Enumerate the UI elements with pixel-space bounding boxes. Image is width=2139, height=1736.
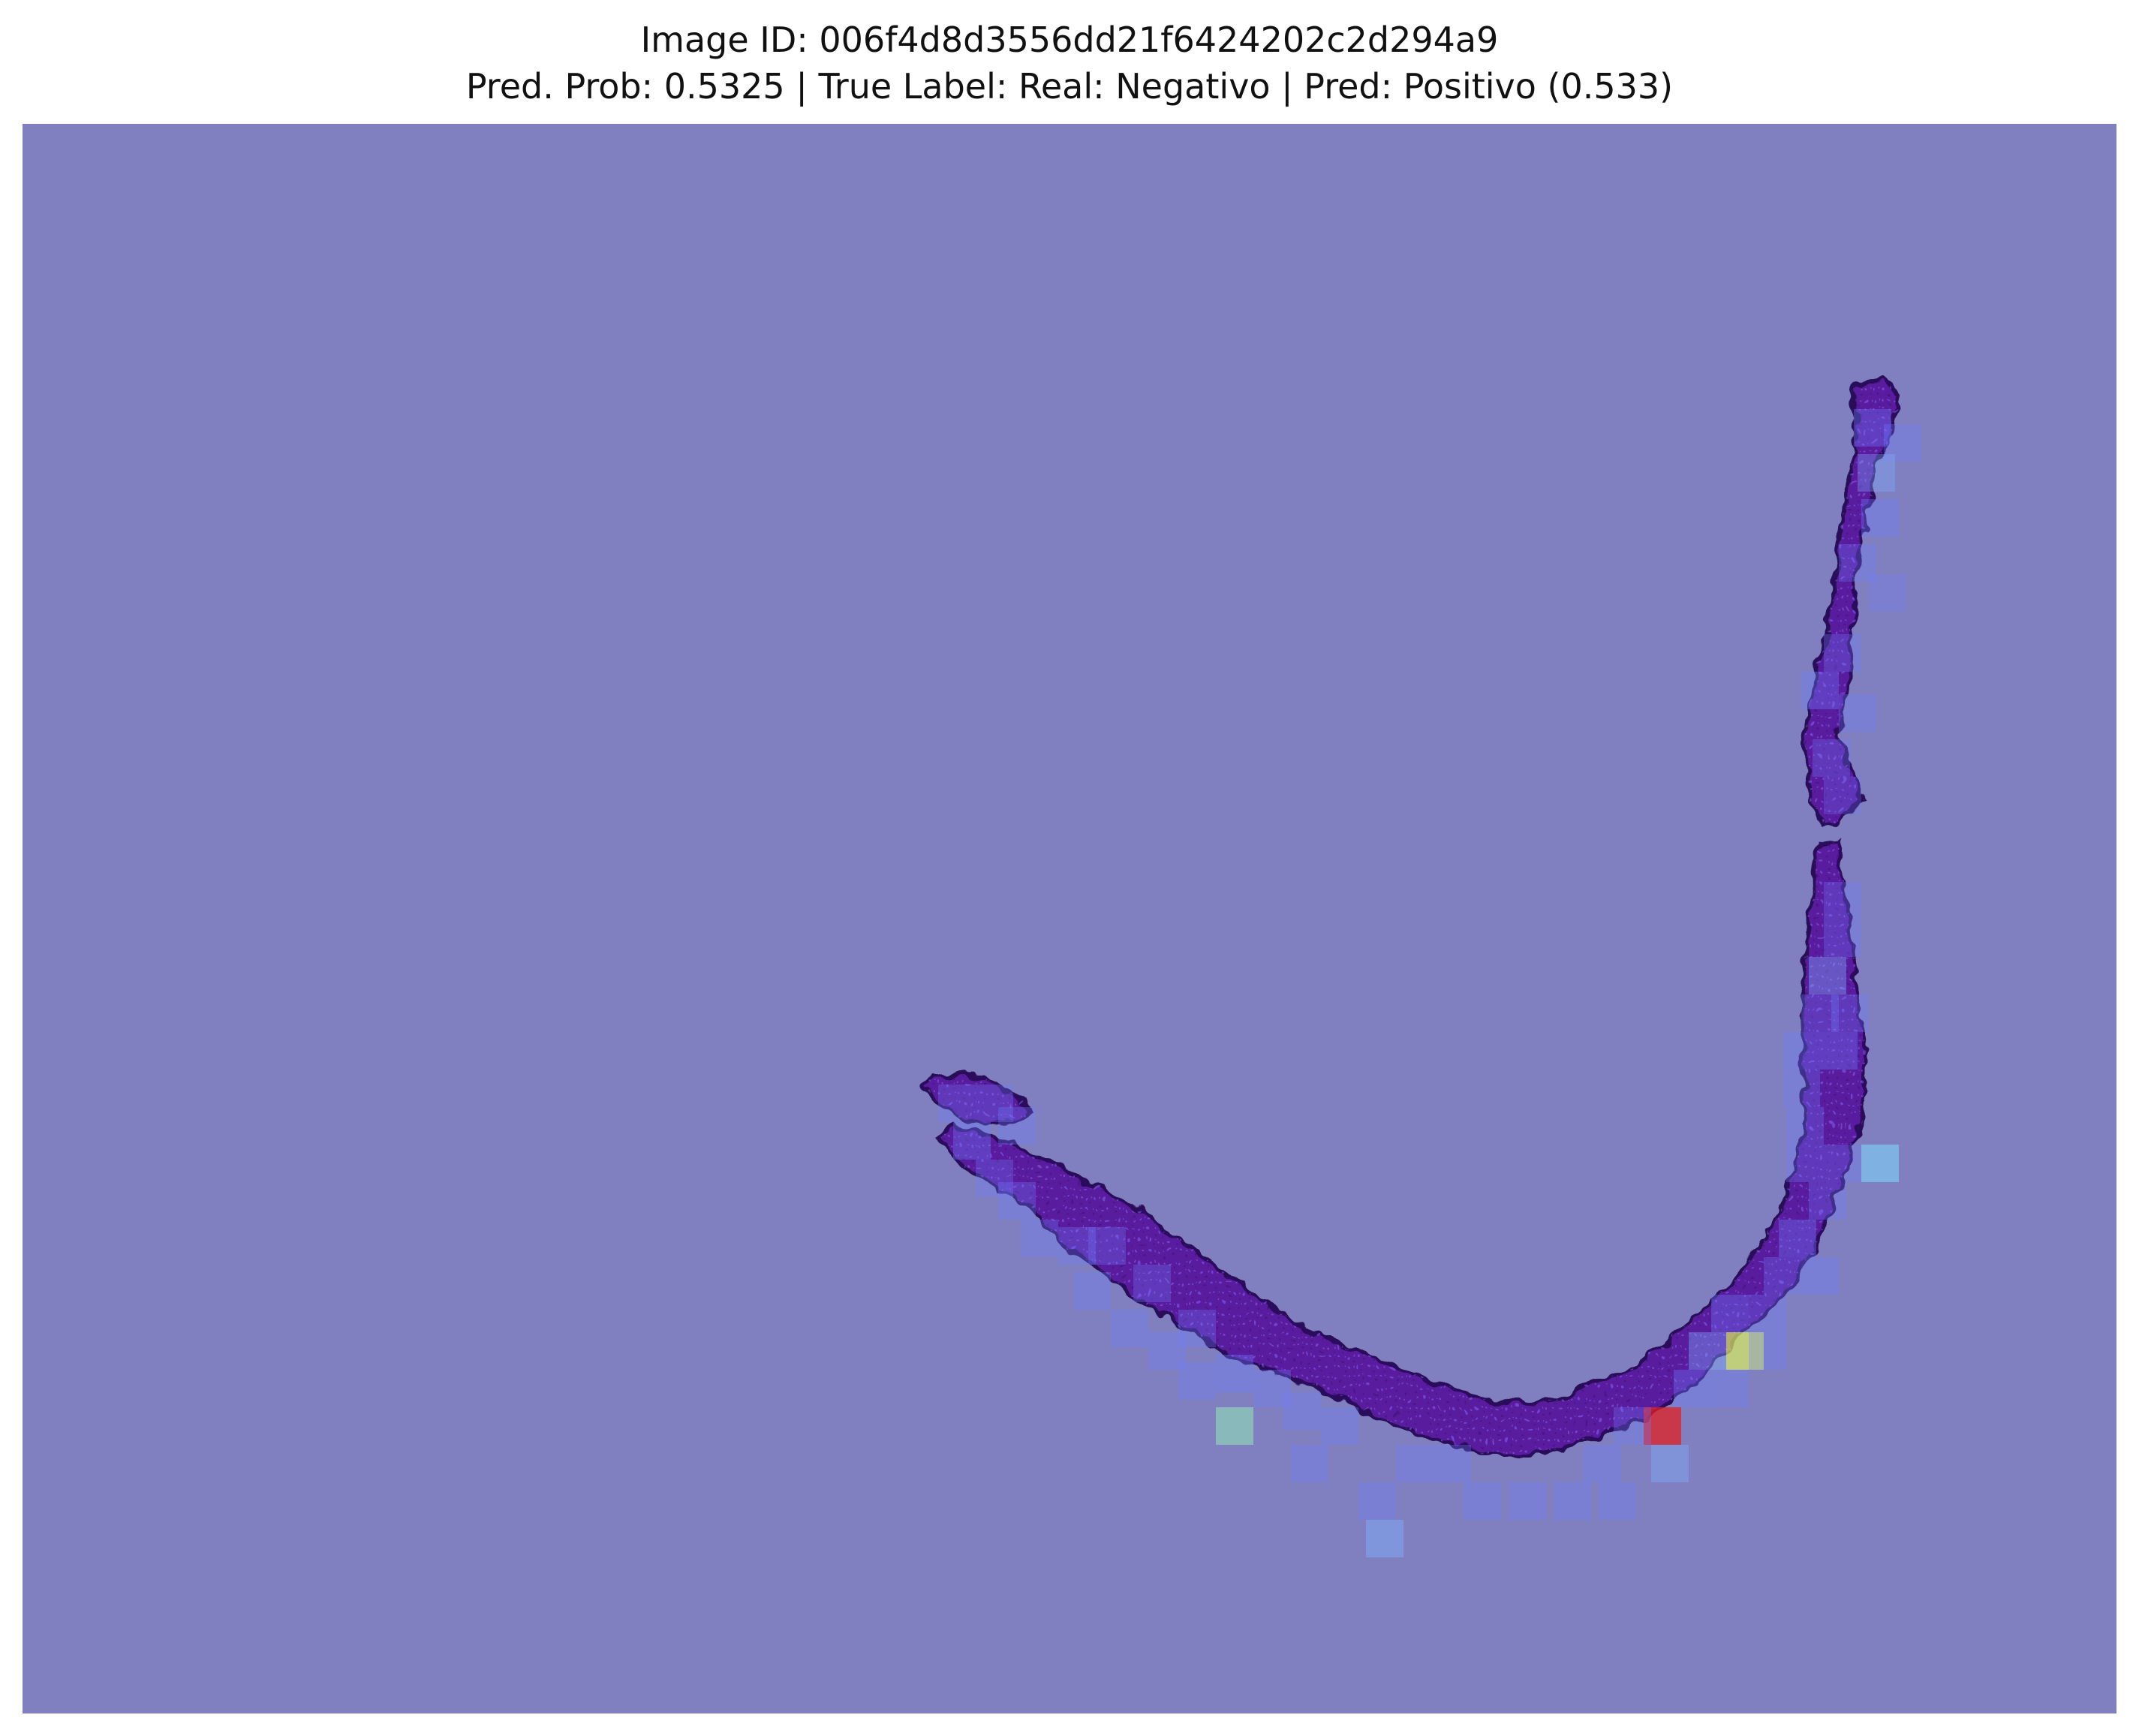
attention-patch-low: [1854, 409, 1891, 447]
attention-patch-low: [1216, 1355, 1253, 1392]
heatmap-overlay-svg: [23, 124, 2116, 1713]
attention-patch-low: [998, 1182, 1036, 1220]
attention-patch-light-blue: [1809, 957, 1846, 994]
attention-patch-low: [1749, 1295, 1786, 1332]
attention-patch-low: [1824, 634, 1861, 672]
attention-patch-low: [1764, 1257, 1801, 1295]
attention-patch-low: [1809, 1182, 1846, 1220]
attention-patch-low: [1861, 499, 1899, 537]
attention-patch-low: [1884, 424, 1921, 462]
image-id-title: Image ID: 006f4d8d3556dd21f6424202c2d294…: [640, 20, 1499, 60]
attention-patch-low: [1111, 1310, 1148, 1347]
attention-patch-low: [1133, 1265, 1171, 1302]
figure-title: Image ID: 006f4d8d3556dd21f6424202c2d294…: [0, 17, 2139, 110]
attention-patch-low: [1178, 1362, 1216, 1400]
attention-patch-low: [1073, 1272, 1111, 1310]
attention-patch-low: [1614, 1407, 1651, 1445]
prediction-subtitle: Pred. Prob: 0.5325 | True Label: Real: N…: [465, 66, 1674, 107]
attention-patch-low: [1779, 1220, 1816, 1257]
attention-patch-low: [1178, 1310, 1216, 1347]
attention-patch-low: [1786, 1107, 1824, 1145]
attention-patch-low: [1824, 777, 1861, 814]
attention-patch-low: [1786, 1145, 1824, 1182]
attention-patch-red: [1644, 1407, 1681, 1445]
attention-patch-low: [1839, 544, 1876, 582]
attention-patch-low: [1749, 1332, 1786, 1370]
overlay-background: [23, 124, 2116, 1713]
attention-patch-low: [1782, 1032, 1820, 1070]
attention-patch-low: [1554, 1482, 1591, 1520]
tissue-texture: [923, 381, 1899, 1456]
attention-patch-low: [1824, 882, 1861, 919]
attention-patch-low: [1291, 1445, 1328, 1482]
attention-patch-low: [1464, 1482, 1501, 1520]
attention-patch-cyan: [1861, 1145, 1899, 1182]
attention-patch-low: [1283, 1392, 1321, 1430]
attention-patch-low: [1253, 1370, 1291, 1407]
attention-patch-light-blue: [1366, 1520, 1403, 1557]
attention-patch-low: [1584, 1445, 1621, 1482]
attention-patch-low: [1674, 1370, 1711, 1407]
attention-patch-low: [1782, 1070, 1820, 1107]
attention-patch-low: [1021, 1220, 1058, 1257]
attention-patch-light-blue: [1651, 1445, 1689, 1482]
attention-patch-low: [1831, 994, 1869, 1032]
attention-patch-low: [1599, 1482, 1636, 1520]
attention-patch-low: [1824, 919, 1861, 957]
attention-patch-low: [1820, 1032, 1858, 1070]
attention-patch-low: [1148, 1332, 1186, 1370]
attention-patch-low: [1824, 1145, 1861, 1182]
attention-patch-light-blue: [1689, 1332, 1726, 1370]
attention-patch-low: [1088, 1227, 1126, 1265]
attention-patch-low: [1801, 672, 1839, 709]
heatmap-overlay-image: [23, 124, 2116, 1713]
attention-patch-low: [1321, 1407, 1358, 1445]
attention-patch-yellow: [1726, 1332, 1764, 1370]
attention-patch-low: [1509, 1482, 1546, 1520]
attention-patch-low: [998, 1107, 1036, 1145]
attention-patch-low: [1058, 1227, 1096, 1265]
attention-patch-low: [1711, 1295, 1749, 1332]
attention-patch-green: [1216, 1407, 1253, 1445]
attention-patch-low: [1801, 994, 1839, 1032]
attention-patch-low: [1358, 1482, 1396, 1520]
attention-patch-low: [953, 1122, 991, 1160]
attention-patch-low: [976, 1160, 1013, 1197]
attention-patches: [938, 409, 1921, 1557]
attention-patch-low: [1839, 694, 1876, 732]
attention-patch-low: [1434, 1445, 1471, 1482]
attention-patch-low: [976, 1085, 1013, 1122]
attention-patch-low: [1869, 574, 1906, 612]
attention-patch-low: [1396, 1445, 1434, 1482]
attention-patch-low: [938, 1085, 976, 1122]
attention-patch-light-blue: [1858, 454, 1895, 492]
attention-patch-low: [1813, 739, 1850, 777]
attention-patch-low: [1801, 1257, 1839, 1295]
attention-patch-low: [1711, 1370, 1749, 1407]
